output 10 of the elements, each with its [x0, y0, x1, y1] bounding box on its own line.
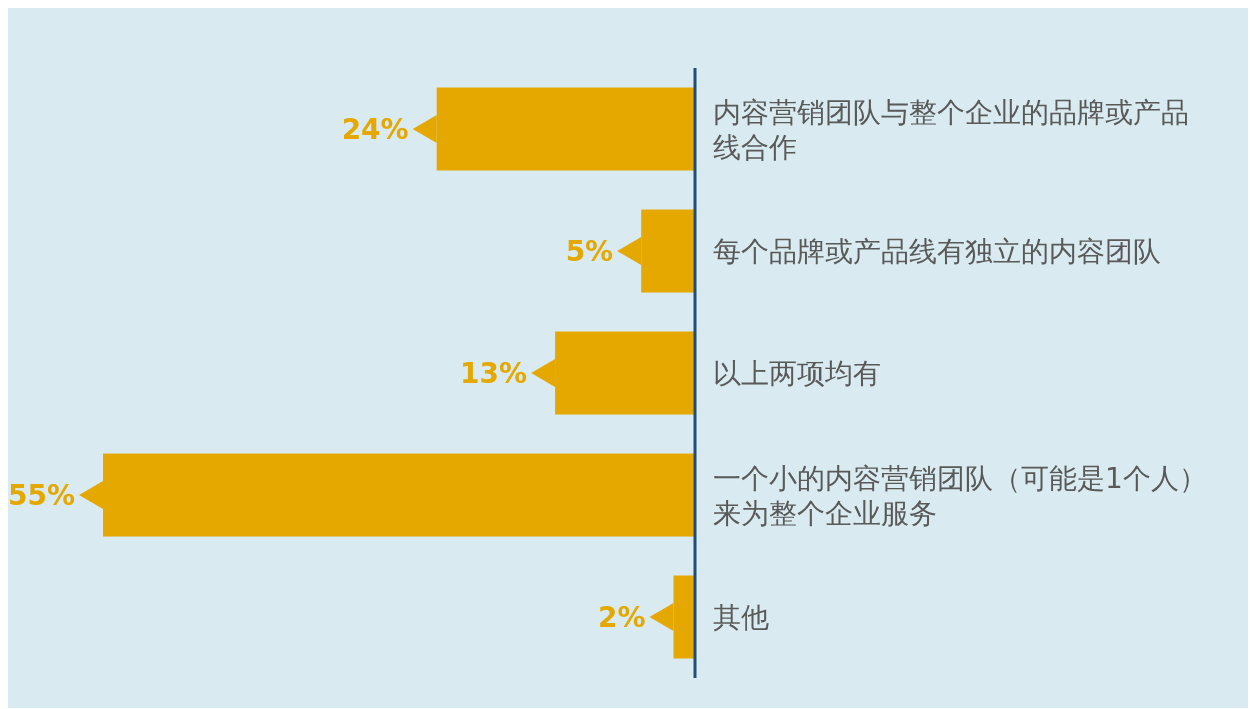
data-label: 2% [597, 600, 646, 634]
data-label: 24% [341, 112, 409, 146]
y-tick-label: 内容营销团队与整个企业的品牌或产品线合作 [713, 95, 1189, 163]
y-tick-label: 每个品牌或产品线有独立的内容团队 [713, 234, 1161, 268]
y-tick-label: 其他 [713, 600, 769, 634]
data-label: 5% [565, 234, 614, 268]
y-tick-label: 以上两项均有 [713, 356, 881, 390]
y-tick-label: 一个小的内容营销团队（可能是1个人）来为整个企业服务 [713, 461, 1207, 529]
data-label: 13% [460, 356, 528, 390]
data-label: 55% [7, 478, 75, 512]
